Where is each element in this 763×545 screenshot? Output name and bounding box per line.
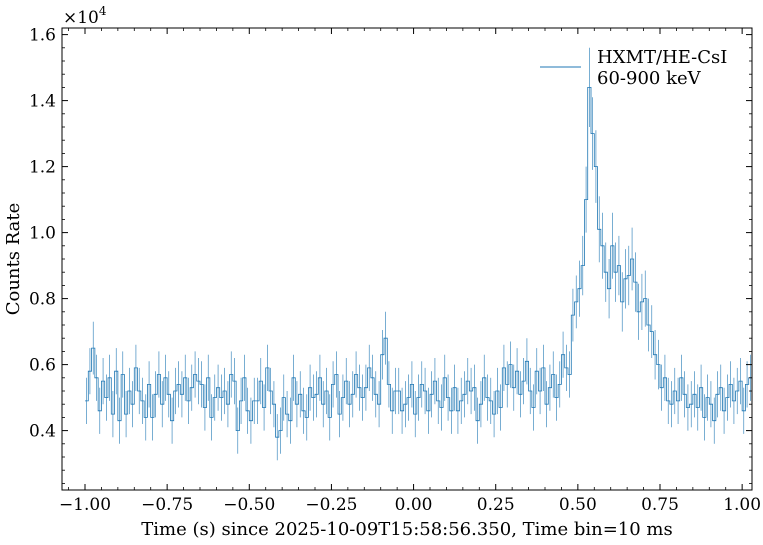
y-multiplier-label: ×104 (63, 4, 107, 28)
step-histogram-line (85, 87, 752, 438)
x-tick-label: 0.50 (559, 495, 597, 515)
y-axis: 0.4 0.6 0.8 1.0 1.2 1.4 1.6 (29, 26, 752, 484)
x-tick-label: 1.00 (723, 495, 761, 515)
y-tick-label: 1.6 (29, 26, 56, 46)
x-tick-label: 0.00 (395, 495, 433, 515)
y-tick-label: 0.8 (29, 290, 56, 310)
x-tick-label: 0.25 (477, 495, 515, 515)
x-tick-label: −1.00 (59, 495, 111, 515)
legend-label-energy: 60-900 keV (597, 68, 702, 89)
y-tick-label: 0.4 (29, 422, 56, 442)
y-tick-label: 1.4 (29, 92, 56, 112)
y-tick-label: 1.2 (29, 158, 56, 178)
x-tick-label: −0.50 (223, 495, 275, 515)
x-tick-label: 0.75 (641, 495, 679, 515)
y-tick-label: 1.0 (29, 224, 56, 244)
x-axis-label: Time (s) since 2025-10-09T15:58:56.350, … (141, 519, 673, 540)
legend-label-instrument: HXMT/HE-CsI (597, 47, 727, 68)
plot-area (85, 47, 752, 461)
x-tick-label: −0.75 (141, 495, 193, 515)
y-tick-label: 0.6 (29, 356, 56, 376)
y-axis-label: Counts Rate (3, 203, 24, 316)
x-axis: −1.00 −0.75 −0.50 −0.25 0.00 0.25 0.50 0.75 1.00 (59, 28, 761, 515)
legend: HXMT/HE-CsI 60-900 keV (540, 47, 727, 89)
x-tick-label: −0.25 (305, 495, 357, 515)
data-series-line (85, 87, 752, 438)
